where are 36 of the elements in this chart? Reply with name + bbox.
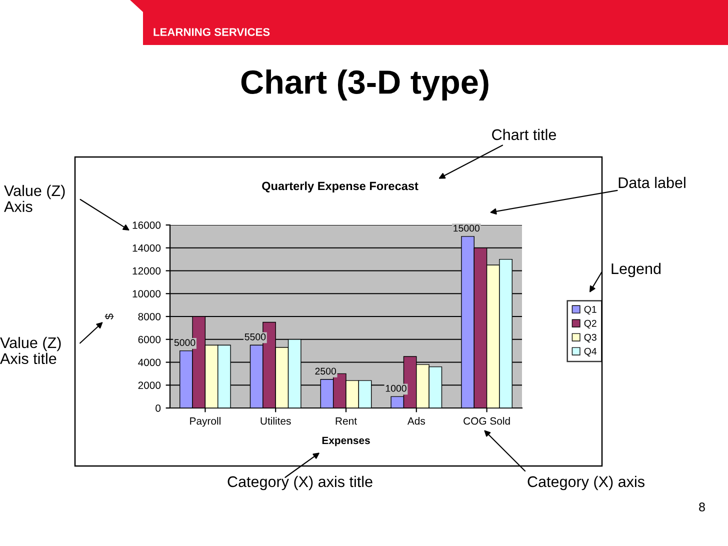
text: Value (Z) Axis xyxy=(4,184,65,212)
text: 8 xyxy=(699,502,705,512)
legend-label: Q3 xyxy=(584,334,596,343)
chart-title: Chart (3-D type) xyxy=(241,69,488,101)
y-tick-label: 10000 xyxy=(132,290,161,298)
legend-label: Q2 xyxy=(584,320,596,329)
y-tick-label: 14000 xyxy=(132,244,161,252)
data-label: 1000 xyxy=(386,384,406,392)
chart-subtitle: Quarterly Expense Forecast xyxy=(262,181,418,192)
y-tick-label: 4000 xyxy=(138,358,161,366)
data-label: 15000 xyxy=(454,224,480,232)
y-tick-label: 8000 xyxy=(138,313,161,320)
text: Data label xyxy=(618,176,686,188)
text: LEARNING SERVICES xyxy=(154,28,270,36)
y-tick-label: 0 xyxy=(156,404,161,412)
y-axis-title: $ xyxy=(104,314,114,320)
y-tick-label: 2000 xyxy=(138,382,161,389)
x-tick-label: Ads xyxy=(407,417,425,425)
text: Category (X) axis xyxy=(528,476,644,490)
x-tick-label: Rent xyxy=(336,417,357,425)
y-tick-label: 12000 xyxy=(132,267,161,275)
y-tick-label: 6000 xyxy=(138,336,161,344)
x-tick-label: COG Sold xyxy=(464,417,510,425)
x-tick-label: Payroll xyxy=(190,417,220,427)
text: Value (Z) Axis title xyxy=(0,336,61,364)
legend-label: Q4 xyxy=(584,348,597,356)
text: Category (X) axis title xyxy=(228,476,372,490)
y-tick-label: 16000 xyxy=(132,222,161,229)
x-tick-label: Utilites xyxy=(260,417,291,425)
legend-label: Q1 xyxy=(584,306,596,315)
text: Legend xyxy=(612,262,661,278)
data-label: 5500 xyxy=(244,333,266,340)
text: Chart title xyxy=(492,128,556,140)
data-label: 5000 xyxy=(174,339,196,346)
x-axis-title: Expenses xyxy=(322,436,370,446)
data-label: 2500 xyxy=(315,368,336,375)
